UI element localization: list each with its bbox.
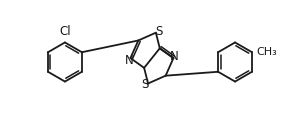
Text: S: S — [155, 25, 163, 38]
Text: Cl: Cl — [59, 25, 71, 38]
Text: CH₃: CH₃ — [256, 47, 277, 57]
Text: N: N — [125, 54, 134, 67]
Text: N: N — [170, 50, 179, 63]
Text: S: S — [141, 78, 149, 91]
